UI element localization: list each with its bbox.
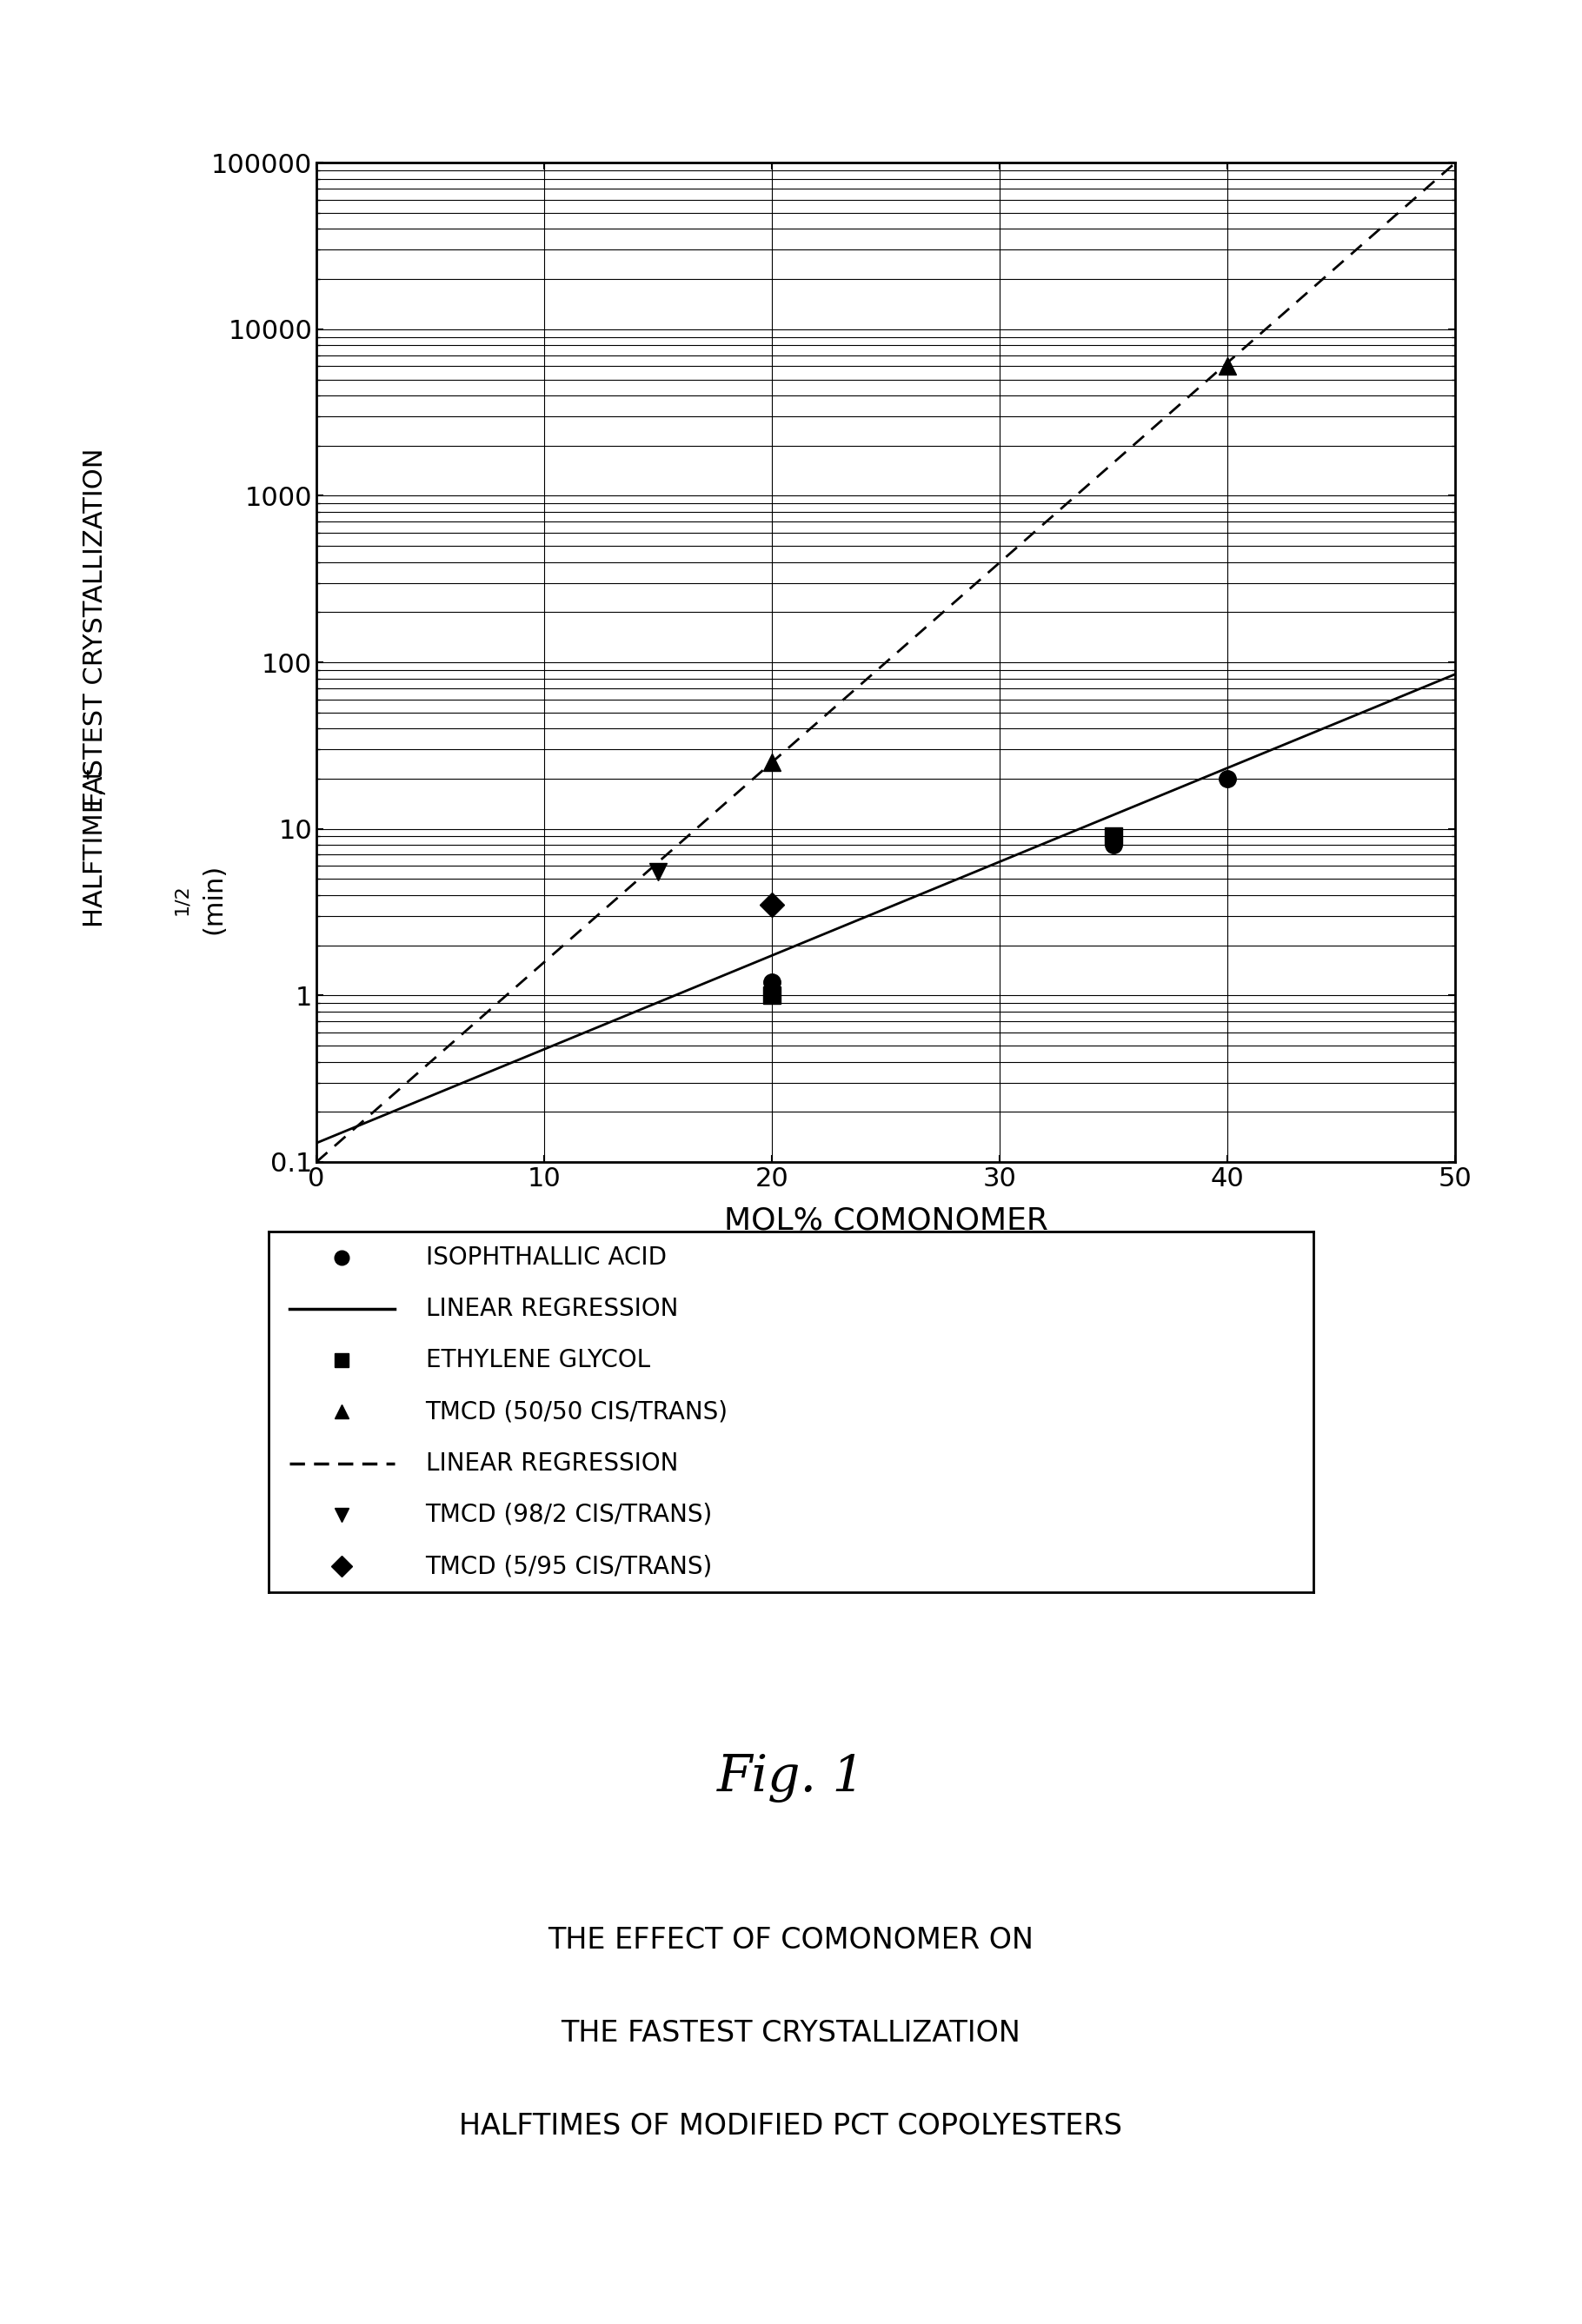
Text: THE FASTEST CRYSTALLIZATION: THE FASTEST CRYSTALLIZATION (562, 2020, 1020, 2047)
Text: (min): (min) (201, 865, 226, 934)
Text: 1/2: 1/2 (174, 883, 190, 916)
Text: LINEAR REGRESSION: LINEAR REGRESSION (426, 1450, 679, 1476)
Text: ISOPHTHALLIC ACID: ISOPHTHALLIC ACID (426, 1246, 666, 1269)
Text: THE EFFECT OF COMONOMER ON: THE EFFECT OF COMONOMER ON (547, 1927, 1035, 1954)
Text: TMCD (50/50 CIS/TRANS): TMCD (50/50 CIS/TRANS) (426, 1399, 728, 1425)
Text: Fig. 1: Fig. 1 (717, 1752, 865, 1803)
Text: TMCD (5/95 CIS/TRANS): TMCD (5/95 CIS/TRANS) (426, 1555, 712, 1578)
Text: FASTEST CRYSTALLIZATION: FASTEST CRYSTALLIZATION (82, 449, 108, 806)
Text: TMCD (98/2 CIS/TRANS): TMCD (98/2 CIS/TRANS) (426, 1504, 712, 1527)
Text: HALFTIME, t: HALFTIME, t (82, 769, 108, 927)
X-axis label: MOL% COMONOMER: MOL% COMONOMER (725, 1206, 1047, 1236)
Text: LINEAR REGRESSION: LINEAR REGRESSION (426, 1297, 679, 1320)
Text: ETHYLENE GLYCOL: ETHYLENE GLYCOL (426, 1348, 650, 1373)
Text: HALFTIMES OF MODIFIED PCT COPOLYESTERS: HALFTIMES OF MODIFIED PCT COPOLYESTERS (459, 2113, 1123, 2140)
